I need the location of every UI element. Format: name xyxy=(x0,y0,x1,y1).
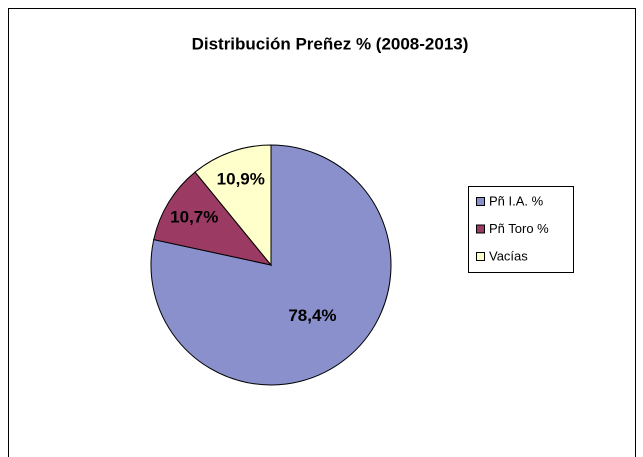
pie-slice xyxy=(150,144,392,386)
legend xyxy=(468,186,574,273)
pie-slice xyxy=(153,171,273,266)
legend-swatch xyxy=(476,252,485,261)
data-label: 10,9% xyxy=(217,170,265,189)
legend-label: Vacías xyxy=(489,248,528,263)
data-label: 10,7% xyxy=(170,207,218,226)
legend-swatch xyxy=(476,197,485,206)
chart-title: Distribución Preñez % (2008-2013) xyxy=(192,34,469,53)
legend-label: Pñ I.A. % xyxy=(489,193,544,208)
legend-swatch xyxy=(476,224,485,234)
legend-label: Pñ Toro % xyxy=(489,221,549,236)
pie-slice xyxy=(194,144,272,267)
data-label: 78,4% xyxy=(288,306,336,325)
